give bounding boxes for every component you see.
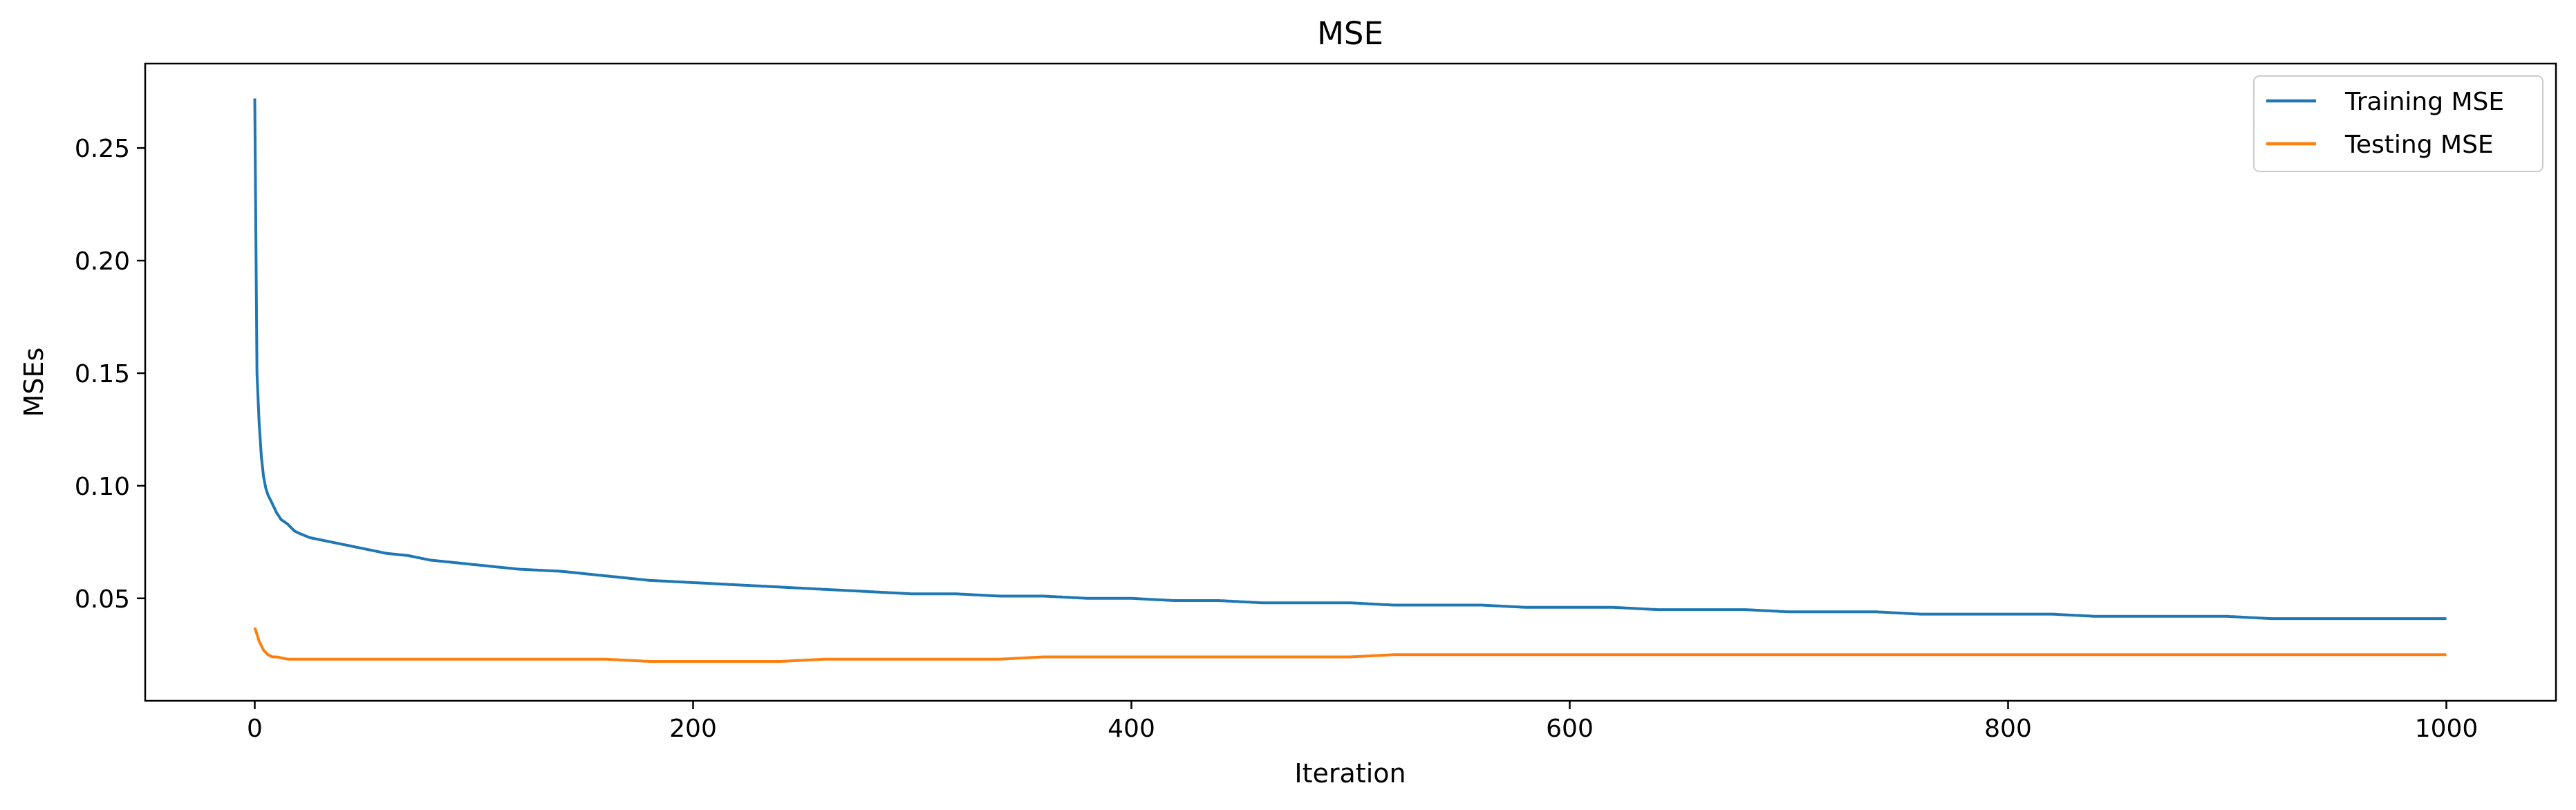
y-tick-label: 0.10 [75,473,130,501]
y-tick-label: 0.20 [75,247,130,276]
x-axis: 0 200 400 600 800 1000 [247,701,2478,743]
legend-box [2253,75,2544,172]
x-tick-label: 400 [1108,715,1155,743]
legend-label-testing: Testing MSE [2344,131,2494,159]
chart-title: MSE [1317,15,1383,52]
x-tick-label: 800 [1984,715,2032,743]
y-tick-label: 0.15 [75,360,130,388]
x-tick-label: 200 [669,715,717,743]
y-axis-title: MSEs [19,348,49,417]
testing-mse-line [253,627,2447,663]
plot-frame [144,62,2557,702]
series-layer [253,98,2447,663]
legend-label-training: Training MSE [2344,88,2504,116]
y-axis: 0.05 0.10 0.15 0.20 0.25 [75,135,145,614]
training-mse-line [253,98,2447,621]
x-tick-label: 600 [1546,715,1594,743]
x-tick-label: 1000 [2415,715,2479,743]
legend: Training MSE Testing MSE [2253,75,2544,172]
y-tick-label: 0.05 [75,585,130,614]
x-axis-title: Iteration [1294,758,1406,789]
y-tick-label: 0.25 [75,135,130,163]
x-tick-label: 0 [247,715,263,743]
